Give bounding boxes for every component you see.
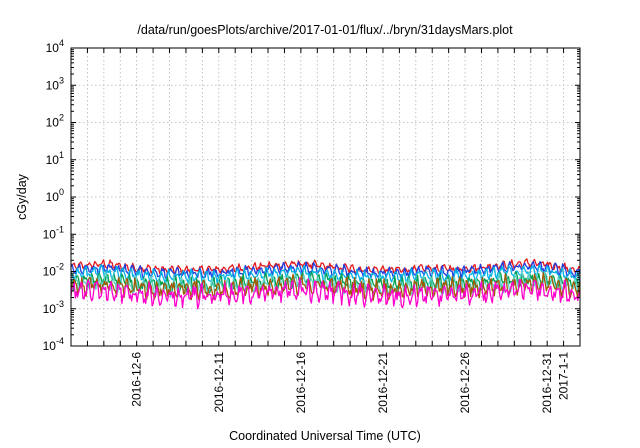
x-tick-labels: 2016-12-6 2016-12-11 2016-12-16 2016-12-21 2… — [130, 352, 571, 414]
x-tick-label: 2016-12-21 — [376, 352, 390, 414]
chart-title: /data/run/goesPlots/archive/2017-01-01/f… — [137, 23, 513, 37]
y-tick-labels: 10-4 10-3 10-2 10-1 100 101 102 103 104 — [43, 38, 64, 353]
x-axis-label: Coordinated Universal Time (UTC) — [229, 429, 421, 443]
y-tick-label: 103 — [46, 75, 64, 92]
x-tick-label: 2016-12-31 — [540, 352, 554, 414]
x-tick-label: 2016-12-6 — [130, 352, 144, 407]
y-tick-label: 10-2 — [43, 262, 64, 279]
y-tick-label: 10-3 — [43, 299, 64, 316]
x-tick-label: 2016-12-11 — [212, 352, 226, 413]
plot-frame — [70, 47, 581, 347]
y-tick-label: 104 — [46, 38, 64, 55]
x-tick-label: 2016-12-16 — [294, 352, 308, 414]
y-axis-label: cGy/day — [15, 173, 29, 220]
y-tick-label: 101 — [46, 150, 64, 167]
series-line — [70, 260, 581, 280]
x-tick-label: 2017-1-1 — [557, 352, 571, 400]
y-tick-label: 102 — [46, 113, 64, 130]
series-line — [70, 263, 581, 285]
x-tick-label: 2016-12-26 — [458, 352, 472, 414]
series-layer — [70, 258, 581, 310]
y-tick-label: 10-1 — [43, 224, 64, 241]
y-tick-label: 100 — [46, 187, 64, 204]
grid — [71, 48, 580, 346]
series-line — [70, 277, 581, 310]
y-tick-label: 10-4 — [43, 336, 64, 353]
